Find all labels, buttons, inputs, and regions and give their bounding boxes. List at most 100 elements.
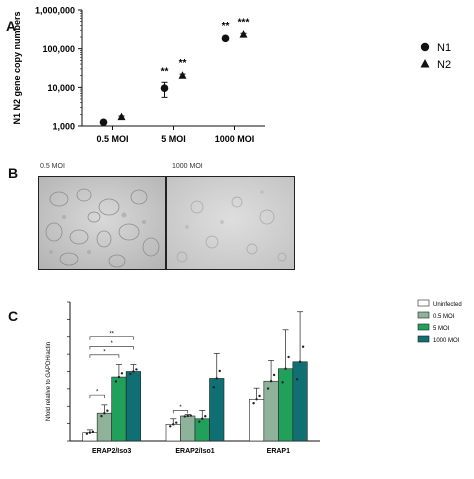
replicate-point — [269, 380, 273, 383]
replicate-point — [258, 394, 261, 398]
data-point-n2 — [178, 71, 187, 79]
legend-label-n2: N2 — [437, 59, 451, 71]
legend-marker-n1 — [420, 42, 430, 52]
legend-label-5-moi: 5 MOI — [433, 326, 450, 332]
replicate-point — [284, 367, 287, 370]
data-point-n1 — [99, 118, 108, 127]
replicate-point — [183, 415, 186, 418]
replicate-point — [215, 377, 218, 380]
replicate-point — [287, 355, 290, 359]
micrograph-label-left: 0.5 MOI — [40, 163, 65, 170]
y-tick-label: 10,000 — [47, 83, 75, 93]
replicate-point — [103, 412, 106, 415]
legend-swatch-5-moi — [417, 323, 430, 331]
micrograph-0-5-moi — [38, 176, 166, 270]
significance-marker: * — [103, 349, 106, 355]
replicate-point — [272, 373, 276, 377]
replicate-point — [189, 414, 192, 417]
replicate-point — [91, 430, 95, 434]
replicate-point — [295, 378, 299, 381]
replicate-point — [85, 432, 89, 435]
x-tick-label: 0.5 MOI — [96, 134, 128, 144]
replicate-point — [298, 360, 302, 363]
bar-uninfected — [165, 424, 181, 442]
panel-label-b: B — [8, 165, 19, 181]
legend-label-n1: N1 — [437, 42, 451, 54]
replicate-point — [172, 423, 175, 426]
bar-uninfected — [249, 399, 265, 442]
significance-marker: ** — [109, 331, 114, 337]
replicate-point — [252, 401, 255, 405]
legend-swatch-uninfected — [417, 299, 430, 307]
legend-swatch-1000-moi — [417, 335, 430, 343]
bar-0-5-moi — [96, 412, 112, 442]
micrograph-texture-right — [167, 177, 294, 269]
replicate-point — [175, 421, 178, 424]
replicate-point — [301, 345, 305, 348]
replicate-point — [204, 415, 207, 418]
replicate-point — [266, 387, 270, 390]
significance-marker: * — [179, 405, 182, 411]
significance-bracket — [89, 336, 134, 340]
x-tick-label: ERAP2/Iso1 — [175, 448, 214, 455]
data-point-n1 — [160, 84, 169, 92]
bar-0-5-moi — [180, 415, 196, 442]
replicate-point — [129, 372, 132, 376]
replicate-point — [114, 380, 118, 383]
y-tick-label: 1,000,000 — [35, 6, 75, 16]
replicate-point — [218, 369, 221, 373]
data-point-n1 — [221, 34, 230, 43]
replicate-point — [120, 372, 124, 375]
bar-1000-moi — [209, 378, 225, 442]
y-tick-label: 100,000 — [42, 44, 75, 54]
micrograph-1000-moi — [166, 176, 295, 270]
x-tick-label: 5 MOI — [161, 134, 186, 144]
replicate-point — [281, 381, 284, 384]
significance-marker: ** — [161, 66, 169, 77]
y-tick-label: 1,000 — [52, 122, 75, 132]
significance-marker: * — [110, 341, 113, 347]
replicate-point — [186, 414, 189, 418]
replicate-point — [88, 431, 92, 434]
significance-marker: ** — [222, 21, 230, 32]
significance-marker: *** — [238, 17, 250, 28]
replicate-point — [255, 398, 258, 401]
data-point-n2 — [117, 112, 126, 121]
y-axis-label: Nfold relative to GAPDH/actin — [46, 342, 52, 421]
bar-uninfected — [82, 432, 98, 442]
bar-1000-moi — [125, 371, 141, 442]
panel-label-c: C — [8, 308, 19, 324]
significance-bracket — [89, 394, 105, 399]
legend-label-uninfected: Uninfected — [433, 302, 462, 308]
replicate-point — [212, 386, 215, 389]
micrograph-texture-left — [39, 177, 165, 269]
replicate-point — [117, 375, 121, 379]
bar-1000-moi — [292, 361, 308, 442]
legend-label-0-5-moi: 0.5 MOI — [433, 314, 455, 320]
legend-marker-n2 — [420, 59, 430, 68]
replicate-point — [106, 409, 109, 412]
panel-c-chart: Nfold relative to GAPDH/actin ERAP2/Iso3 E… — [46, 299, 462, 455]
panel-label-a: A — [6, 18, 17, 34]
data-point-n2 — [239, 30, 248, 38]
panel-a-chart: 1,000 10,000 100,000 1,000,000 N1 N2 gene co… — [12, 6, 451, 145]
bar-0-5-moi — [263, 380, 279, 442]
replicate-point — [198, 420, 201, 423]
legend-label-1000-moi: 1000 MOI — [433, 338, 460, 344]
x-tick-label: ERAP2/Iso3 — [92, 448, 131, 455]
significance-bracket — [89, 346, 134, 350]
significance-marker: * — [96, 390, 99, 396]
bar-5-moi — [194, 418, 210, 442]
replicate-point — [100, 414, 103, 418]
legend-swatch-0-5-moi — [417, 311, 430, 319]
replicate-point — [132, 370, 135, 373]
significance-bracket — [172, 410, 189, 414]
replicate-point — [201, 417, 204, 420]
micrograph-label-right: 1000 MOI — [172, 163, 203, 170]
significance-bracket — [89, 354, 120, 358]
bar-5-moi — [111, 376, 127, 442]
replicate-point — [135, 368, 138, 371]
bar-5-moi — [278, 368, 294, 442]
replicate-point — [169, 425, 172, 428]
y-axis-label: N1 N2 gene copy numbers — [12, 11, 22, 124]
